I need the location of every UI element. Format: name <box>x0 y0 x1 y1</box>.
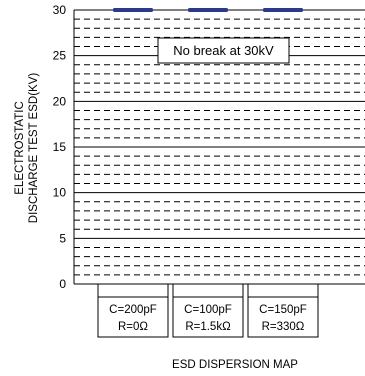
value-marker <box>113 8 153 12</box>
y-tick-label: 25 <box>53 49 67 63</box>
category-label-line2: R=330Ω <box>262 321 305 333</box>
category-label-box <box>97 296 169 338</box>
x-axis-label: ESD DISPERSION MAP <box>172 359 298 371</box>
category-label-line2: R=1.5kΩ <box>185 321 231 333</box>
value-marker <box>263 8 303 12</box>
category-label-box <box>172 296 244 338</box>
y-tick-label: 10 <box>53 186 67 200</box>
y-tick-label: 20 <box>53 94 67 108</box>
category-label-line2: R=0Ω <box>118 321 148 333</box>
y-tick-label: 5 <box>59 231 66 245</box>
annotation-box: No break at 30kV <box>157 37 290 64</box>
y-tick-labels: 0 5 10 15 20 25 30 <box>53 3 67 291</box>
data-markers <box>113 8 303 12</box>
y-axis-label-line1: ELECTROSTATIC <box>14 101 26 195</box>
annotation-text: No break at 30kV <box>173 43 274 58</box>
category-label-line1: C=150pF <box>259 304 307 316</box>
category-label-line1: C=100pF <box>184 304 232 316</box>
y-axis-label-line2: DISCHARGE TEST ESD(KV) <box>28 73 40 224</box>
category-labels: C=200pF R=0Ω C=100pF R=1.5kΩ C=150pF R=330Ω <box>97 284 319 338</box>
y-axis-label: ELECTROSTATIC DISCHARGE TEST ESD(KV) <box>14 73 40 224</box>
y-tick-label: 0 <box>59 277 66 291</box>
value-marker <box>188 8 228 12</box>
y-tick-label: 15 <box>53 140 67 154</box>
category-label-box <box>247 296 319 338</box>
category-label-line1: C=200pF <box>109 304 157 316</box>
y-tick-label: 30 <box>53 3 67 17</box>
